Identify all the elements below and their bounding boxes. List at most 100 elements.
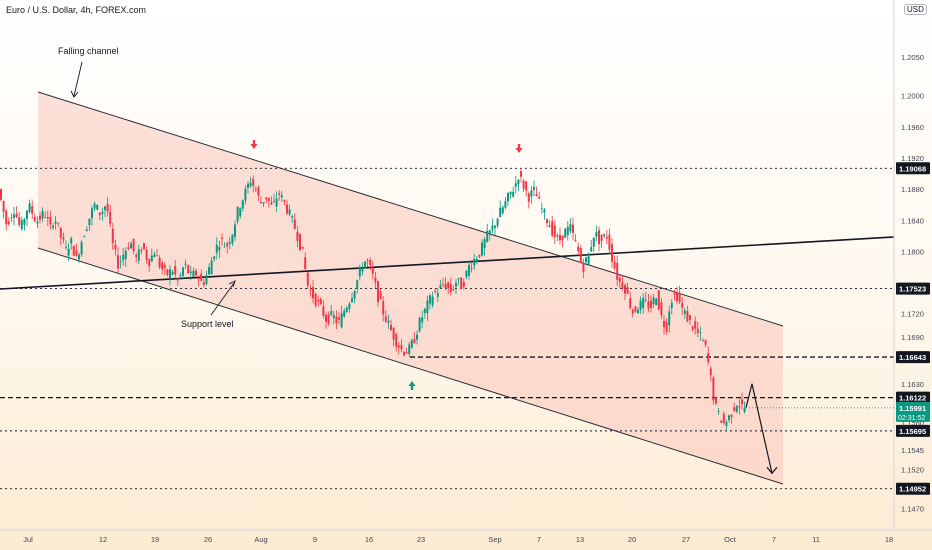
candle-body: [587, 253, 590, 265]
candle-body: [605, 237, 608, 239]
candle-body: [0, 189, 2, 200]
candle-body: [18, 217, 21, 225]
currency-badge[interactable]: USD: [904, 4, 927, 15]
level-price-label-bg: [896, 351, 930, 364]
candle-body: [33, 216, 36, 222]
candle-body: [735, 406, 738, 412]
candle-body: [280, 195, 283, 198]
candle-body: [166, 269, 169, 275]
time-tick-label: 11: [812, 535, 820, 544]
candle-body: [481, 242, 483, 256]
candle-body: [244, 188, 247, 201]
candle-body: [652, 297, 655, 304]
bar-countdown-label: 02:31:52: [898, 415, 925, 422]
candle-body: [561, 235, 564, 241]
candle-body: [395, 334, 398, 347]
candle-body: [590, 247, 593, 252]
candle-body: [257, 187, 260, 196]
candle-body: [405, 352, 408, 354]
candle-body: [283, 200, 286, 202]
current-price-label-bg: [896, 401, 930, 422]
level-price-label: 1.17523: [899, 285, 926, 294]
sell-signal-arrow: [515, 148, 523, 153]
projection-arrowhead: [766, 466, 778, 475]
candle-body: [343, 310, 346, 317]
time-tick-label: 16: [365, 535, 373, 544]
candle-body: [124, 250, 127, 260]
candle-body: [364, 261, 366, 269]
candle-body: [478, 254, 481, 257]
candle-body: [23, 219, 26, 225]
candle-body: [299, 233, 301, 250]
candle-body: [384, 316, 387, 322]
candle-body: [582, 263, 585, 272]
candle-body: [46, 217, 49, 219]
price-tick-label: 1.1800: [901, 247, 924, 256]
candle-body: [525, 181, 528, 191]
candle-body: [286, 204, 288, 214]
candle-body: [743, 408, 746, 412]
candle-body: [236, 206, 239, 222]
candle-body: [101, 211, 104, 214]
candle-body: [322, 306, 325, 316]
candle-body: [28, 203, 31, 212]
candle-body: [530, 190, 533, 197]
candle-body: [722, 414, 725, 424]
candle-body: [629, 298, 632, 308]
candle-body: [551, 221, 554, 236]
candle-body: [26, 210, 28, 219]
candle-body: [431, 296, 434, 306]
candle-body: [332, 315, 335, 318]
candle-body: [501, 207, 504, 214]
candle-body: [213, 256, 216, 260]
candle-body: [5, 210, 8, 225]
candle-body: [709, 368, 712, 376]
candle-body: [356, 280, 359, 290]
projection-path: [745, 383, 773, 474]
candle-body: [408, 344, 411, 355]
candle-body: [465, 270, 468, 278]
candle-body: [267, 197, 270, 202]
candle-body: [717, 411, 720, 413]
time-tick-label: 12: [99, 535, 107, 544]
candle-body: [228, 242, 231, 244]
level-price-label-bg: [896, 391, 930, 404]
candle-body: [36, 221, 39, 224]
candle-body: [707, 353, 710, 363]
candle-body: [70, 238, 73, 244]
candle-body: [592, 237, 595, 247]
candle-body: [117, 255, 119, 269]
candle-body: [663, 320, 665, 328]
falling-channel-pointer: [73, 61, 83, 97]
candle-body: [624, 284, 626, 294]
candle-body: [421, 317, 424, 323]
candle-body: [514, 183, 517, 187]
channel-lower-line: [37, 247, 784, 485]
price-tick-label: 1.1470: [901, 504, 924, 513]
candle-body: [291, 216, 294, 218]
candle-body: [96, 204, 99, 210]
sell-signal-arrow: [250, 144, 258, 149]
candle-body: [169, 269, 171, 278]
candle-body: [241, 200, 244, 209]
level-price-label: 1.15695: [899, 427, 926, 436]
candle-body: [184, 263, 187, 265]
candle-body: [413, 338, 416, 344]
candle-body: [226, 243, 229, 247]
candle-body: [65, 247, 67, 248]
candle-body: [520, 171, 522, 177]
candle-body: [543, 209, 546, 213]
candle-body: [598, 230, 600, 245]
candle-body: [163, 265, 166, 268]
candle-body: [221, 237, 223, 239]
candle-body: [296, 231, 299, 241]
level-price-label-bg: [896, 162, 930, 175]
candle-body: [39, 215, 41, 220]
candle-body: [119, 261, 122, 263]
candle-body: [470, 267, 473, 269]
price-tick-label: 1.1920: [901, 154, 924, 163]
candle-body: [512, 191, 515, 197]
candle-body: [699, 332, 702, 334]
